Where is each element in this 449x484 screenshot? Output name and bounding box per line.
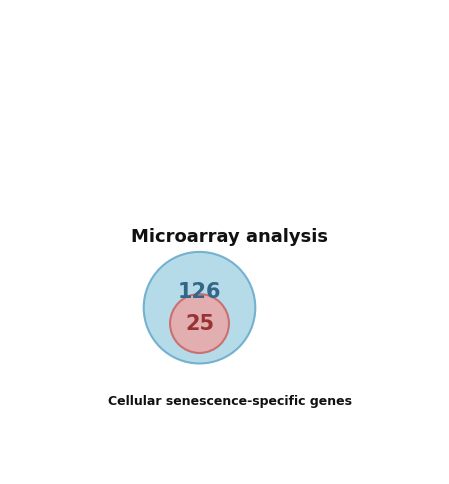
- Text: more than 3-fold: more than 3-fold: [273, 302, 366, 313]
- Text: 126: 126: [178, 282, 221, 302]
- Text: Apoptotic cells: Apoptotic cells: [293, 202, 385, 212]
- Circle shape: [346, 190, 351, 195]
- Ellipse shape: [107, 166, 121, 176]
- Circle shape: [334, 155, 339, 160]
- Polygon shape: [98, 96, 131, 127]
- Text: Senescent cells: Senescent cells: [176, 214, 273, 224]
- Circle shape: [322, 190, 328, 195]
- Circle shape: [331, 152, 347, 167]
- Text: 25 genes: 25 genes: [171, 372, 228, 382]
- Circle shape: [331, 173, 347, 188]
- Text: Microarray analysis: Microarray analysis: [131, 228, 328, 246]
- Circle shape: [317, 161, 333, 177]
- Text: Control cells: Control cells: [75, 191, 153, 201]
- Text: B > C: B > C: [183, 355, 216, 365]
- Text: more than 2-fold: more than 2-fold: [147, 364, 252, 374]
- Text: C : 100 μM etoposide: C : 100 μM etoposide: [277, 77, 401, 88]
- Circle shape: [170, 294, 229, 353]
- Circle shape: [348, 164, 353, 169]
- Circle shape: [312, 175, 327, 191]
- Polygon shape: [209, 96, 241, 127]
- FancyBboxPatch shape: [0, 45, 449, 484]
- Circle shape: [144, 252, 255, 363]
- Circle shape: [343, 187, 358, 202]
- Circle shape: [351, 175, 366, 191]
- Circle shape: [345, 161, 361, 177]
- Ellipse shape: [106, 104, 122, 116]
- Circle shape: [334, 176, 339, 181]
- Circle shape: [353, 178, 359, 183]
- Circle shape: [320, 164, 326, 169]
- Circle shape: [315, 178, 320, 183]
- Polygon shape: [323, 96, 355, 127]
- Text: A : 0 μM etoposide: A : 0 μM etoposide: [59, 77, 169, 88]
- Polygon shape: [196, 144, 254, 210]
- Ellipse shape: [217, 104, 233, 116]
- Text: Cellular senescence-specific genes: Cellular senescence-specific genes: [108, 395, 352, 408]
- Text: 126 genes: 126 genes: [273, 312, 331, 322]
- Text: 25: 25: [185, 314, 214, 333]
- Circle shape: [320, 187, 335, 202]
- Text: B > A: B > A: [273, 293, 304, 303]
- Ellipse shape: [213, 170, 238, 184]
- Text: B : 10 μM etoposide: B : 10 μM etoposide: [166, 77, 284, 88]
- Polygon shape: [100, 159, 128, 186]
- Ellipse shape: [331, 104, 347, 116]
